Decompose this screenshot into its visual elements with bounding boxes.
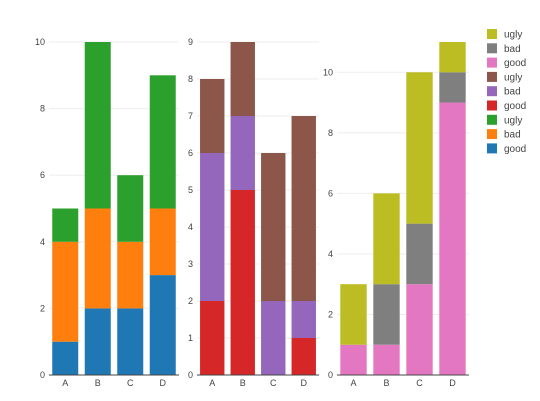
- bar-segment-ugly-B: [84, 42, 111, 209]
- x-tick-label: A: [209, 378, 215, 388]
- legend-label: good: [504, 144, 526, 155]
- legend-swatch: [487, 114, 497, 125]
- bar-segment-bad-B: [84, 208, 111, 309]
- x-tick-label: C: [270, 378, 277, 388]
- legend: ugly bad good ugly bad good ugly bad good: [487, 29, 526, 155]
- y-tick-label: 10: [323, 67, 333, 77]
- bar-segment-bad-D: [439, 72, 466, 103]
- bar-segment-bad-A: [200, 153, 225, 301]
- x-tick-label: A: [350, 378, 356, 388]
- bar-segment-bad-D: [291, 301, 316, 338]
- legend-swatch: [487, 43, 497, 54]
- x-tick-label: B: [240, 378, 246, 388]
- bar-segment-good-A: [52, 341, 79, 375]
- bar-segment-bad-C: [406, 223, 433, 285]
- bar-segment-bad-B: [373, 284, 400, 345]
- y-tick-label: 5: [188, 185, 193, 195]
- y-tick-label: 0: [328, 370, 333, 380]
- bar-segment-ugly-C: [406, 72, 433, 224]
- subplot-3: 0 2 4 6 8 10 A B C D: [323, 42, 469, 388]
- bar-segment-ugly-B: [373, 193, 400, 285]
- y-tick-label: 4: [328, 249, 333, 259]
- bar-segment-ugly-B: [230, 42, 255, 116]
- bar-segment-good-A: [200, 301, 225, 375]
- bar-segment-bad-D: [149, 208, 176, 276]
- x-tick-label: C: [416, 378, 423, 388]
- y-tick-label: 6: [328, 188, 333, 198]
- legend-swatch: [487, 29, 497, 39]
- bar-segment-ugly-D: [291, 116, 316, 301]
- subplot-1: 0 2 4 6 8 10 A B C D: [35, 37, 179, 388]
- bar-segment-bad-C: [117, 241, 144, 309]
- legend-label: bad: [504, 87, 521, 98]
- legend-label: good: [504, 58, 526, 69]
- y-tick-label: 8: [40, 104, 45, 114]
- y-tick-label: 8: [328, 128, 333, 138]
- x-tick-label: D: [301, 378, 308, 388]
- x-tick-label: B: [383, 378, 389, 388]
- bar-segment-bad-B: [230, 116, 255, 190]
- bar-segment-ugly-C: [117, 175, 144, 242]
- bar-segment-good-B: [230, 190, 255, 375]
- y-tick-label: 1: [188, 333, 193, 343]
- y-tick-label: 6: [188, 148, 193, 158]
- bar-segment-good-D: [291, 338, 316, 375]
- bar-segment-ugly-A: [52, 208, 79, 242]
- y-tick-label: 0: [40, 370, 45, 380]
- bar-segment-good-D: [439, 102, 466, 375]
- legend-label: ugly: [504, 115, 522, 126]
- bar-segment-good-D: [149, 275, 176, 375]
- y-tick-label: 0: [188, 370, 193, 380]
- y-tick-label: 4: [40, 237, 45, 247]
- legend-swatch: [487, 86, 497, 97]
- y-tick-label: 6: [40, 170, 45, 180]
- y-tick-label: 2: [188, 296, 193, 306]
- bar-segment-ugly-A: [200, 79, 225, 153]
- bar-segment-ugly-C: [261, 153, 286, 301]
- y-tick-label: 7: [188, 111, 193, 121]
- bar-segment-good-C: [117, 308, 144, 375]
- legend-label: ugly: [504, 30, 522, 41]
- x-tick-label: D: [449, 378, 456, 388]
- y-tick-label: 4: [188, 222, 193, 232]
- legend-label: ugly: [504, 72, 522, 83]
- legend-swatch: [487, 57, 497, 68]
- y-tick-label: 10: [35, 37, 45, 47]
- subplot-2: 0 1 2 3 4 5 6 7 8 9 A B C D: [188, 37, 319, 388]
- legend-swatch: [487, 100, 497, 111]
- y-tick-label: 9: [188, 37, 193, 47]
- legend-label: bad: [504, 44, 521, 55]
- x-tick-label: A: [62, 378, 68, 388]
- y-tick-label: 3: [188, 259, 193, 269]
- legend-label: good: [504, 101, 526, 112]
- legend-swatch: [487, 71, 497, 82]
- bar-segment-good-A: [340, 344, 367, 375]
- bar-segment-ugly-D: [439, 42, 466, 73]
- bar-segment-good-B: [373, 344, 400, 375]
- legend-swatch: [487, 129, 497, 140]
- y-tick-label: 2: [40, 303, 45, 313]
- x-tick-label: C: [127, 378, 134, 388]
- x-tick-label: D: [160, 378, 167, 388]
- y-tick-label: 8: [188, 74, 193, 84]
- bar-segment-good-B: [84, 308, 111, 375]
- legend-swatch: [487, 143, 497, 154]
- bar-segment-bad-A: [52, 241, 79, 342]
- bar-segment-good-C: [406, 284, 433, 375]
- legend-label: bad: [504, 130, 521, 141]
- x-tick-label: B: [95, 378, 101, 388]
- bar-segment-ugly-D: [149, 75, 176, 209]
- bar-segment-bad-C: [261, 301, 286, 375]
- y-tick-label: 2: [328, 309, 333, 319]
- bar-segment-ugly-A: [340, 284, 367, 345]
